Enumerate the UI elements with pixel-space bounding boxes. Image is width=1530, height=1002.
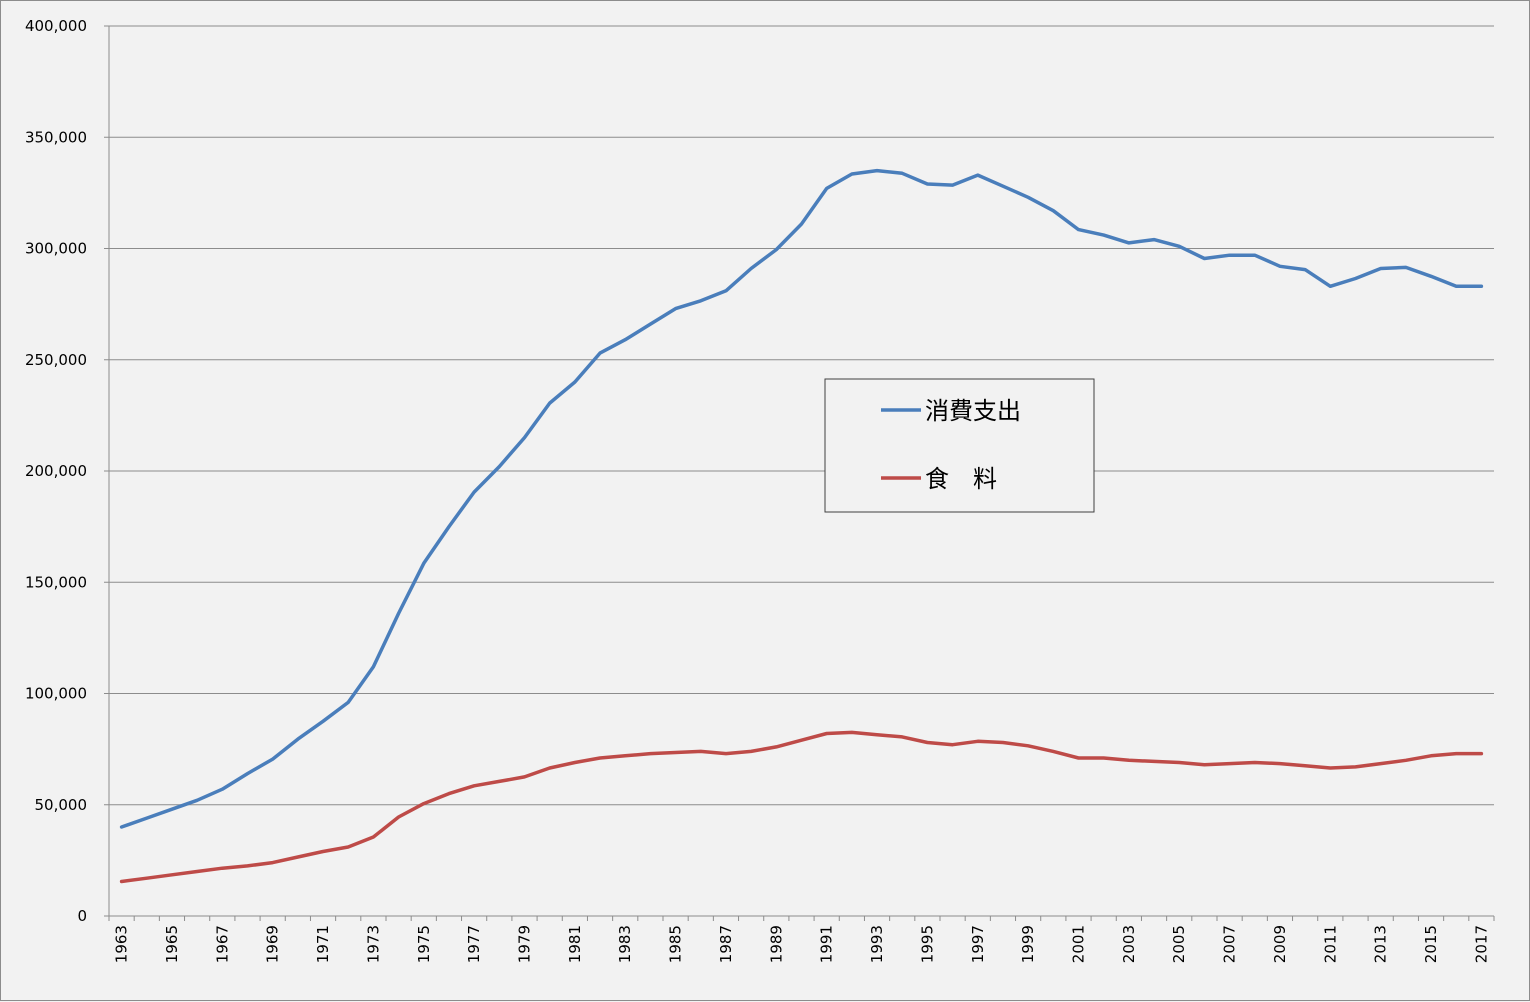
x-tick-label: 1997 (969, 925, 987, 963)
x-tick-label: 1993 (868, 925, 886, 963)
legend-label: 食 料 (925, 465, 997, 493)
x-tick-label: 2015 (1422, 925, 1440, 963)
y-tick-label: 250,000 (25, 351, 87, 369)
x-tick-label: 2005 (1170, 925, 1188, 963)
x-tick-label: 1999 (1019, 925, 1037, 963)
x-tick-label: 1981 (566, 925, 584, 963)
y-tick-label: 100,000 (25, 685, 87, 703)
x-tick-label: 1963 (113, 925, 131, 963)
x-tick-label: 1979 (516, 925, 534, 963)
y-tick-label: 300,000 (25, 240, 87, 258)
legend-label: 消費支出 (925, 397, 1021, 425)
x-tick-label: 1977 (465, 925, 483, 963)
x-tick-label: 1991 (818, 925, 836, 963)
gridlines (109, 25, 1494, 806)
x-tick-label: 2017 (1472, 925, 1490, 963)
legend-box (824, 378, 1095, 513)
x-tick-label: 2007 (1221, 925, 1239, 963)
x-tick-label: 1967 (213, 925, 231, 963)
x-tick-label: 1975 (415, 925, 433, 963)
series-line-0 (119, 168, 1484, 829)
y-tick-label: 0 (77, 907, 87, 925)
y-tick-label: 200,000 (25, 462, 87, 480)
y-tick-label: 350,000 (25, 128, 87, 146)
y-tick-label: 150,000 (25, 573, 87, 591)
x-tick-label: 1969 (264, 925, 282, 963)
x-tick-label: 2009 (1271, 925, 1289, 963)
series-lines (119, 168, 1484, 884)
x-tick-label: 1995 (918, 925, 936, 963)
y-tick-label: 400,000 (25, 17, 87, 35)
series-line-1 (119, 730, 1484, 884)
x-tick-label: 1989 (767, 925, 785, 963)
x-tick-label: 1971 (314, 925, 332, 963)
x-tick-label: 1973 (364, 925, 382, 963)
x-axis-ticks: 1963 1965 1967 1969 1971 1973 1975 1977 1979 1981… (108, 916, 1495, 963)
x-tick-label: 2011 (1321, 925, 1339, 963)
x-tick-label: 1983 (616, 925, 634, 963)
x-tick-label: 1965 (163, 925, 181, 963)
x-tick-label: 1987 (717, 925, 735, 963)
x-tick-label: 2013 (1372, 925, 1390, 963)
y-axis-ticks: 0 50,000 100,000 150,000 200,000 250,000 300,0… (25, 17, 109, 925)
x-tick-label: 1985 (667, 925, 685, 963)
y-tick-label: 50,000 (35, 796, 88, 814)
x-tick-label: 2003 (1120, 925, 1138, 963)
x-tick-label: 2001 (1070, 925, 1088, 963)
